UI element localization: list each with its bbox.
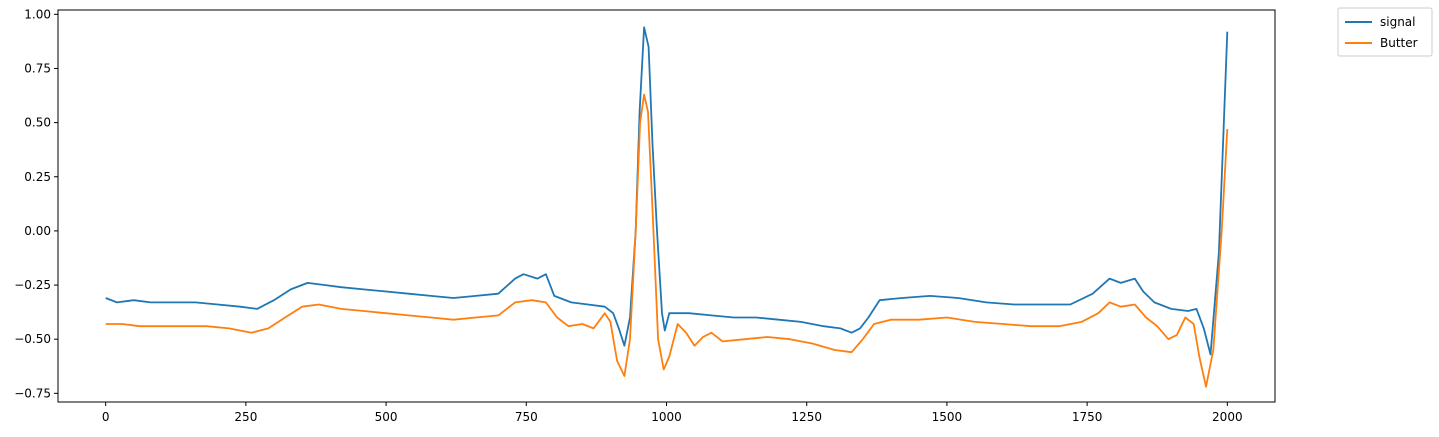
y-tick-label: 0.75 (24, 61, 51, 75)
y-tick-label: 0.25 (24, 170, 51, 184)
x-tick-label: 0 (102, 410, 110, 424)
y-tick-label: 0.50 (24, 116, 51, 130)
x-tick-label: 2000 (1212, 410, 1243, 424)
x-tick-label: 500 (375, 410, 398, 424)
y-axis: −0.75 −0.50 −0.25 0.00 0.25 0.50 0.75 1.00 (14, 7, 58, 400)
x-tick-label: 1000 (651, 410, 682, 424)
x-axis: 0 250 500 750 1000 1250 1500 1750 2000 (102, 402, 1243, 424)
y-tick-label: −0.50 (14, 332, 51, 346)
x-tick-label: 1250 (791, 410, 822, 424)
series-line-signal (105, 26, 1229, 356)
plot-lines (105, 26, 1229, 388)
x-tick-label: 1750 (1072, 410, 1103, 424)
y-tick-label: 1.00 (24, 7, 51, 21)
x-tick-label: 250 (234, 410, 257, 424)
y-tick-label: −0.25 (14, 278, 51, 292)
series-line-butter (105, 93, 1229, 388)
legend-label-signal: signal (1380, 15, 1416, 29)
y-tick-label: −0.75 (14, 386, 51, 400)
x-tick-label: 750 (515, 410, 538, 424)
legend: signal Butter (1337, 7, 1433, 57)
axes-frame (57, 9, 1276, 403)
legend-label-butter: Butter (1380, 36, 1418, 50)
x-tick-label: 1500 (932, 410, 963, 424)
y-tick-label: 0.00 (24, 224, 51, 238)
